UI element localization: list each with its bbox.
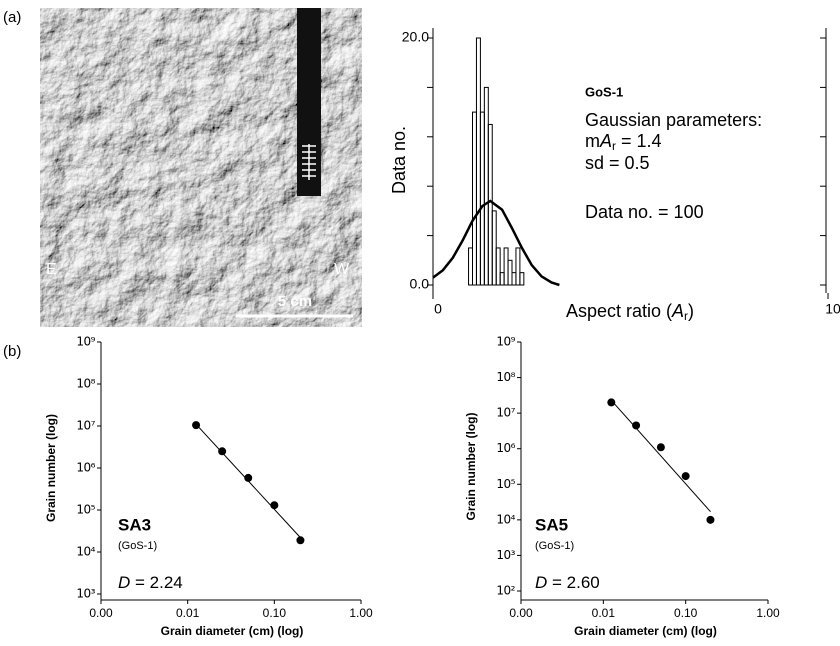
y-tick-label: 20.0 (402, 29, 429, 45)
data-point (296, 536, 305, 545)
histogram-bar (495, 247, 501, 286)
histogram-bar (503, 247, 509, 286)
annotation-part: r (612, 139, 616, 153)
data-point (218, 447, 227, 456)
y-tick-label: 10⁸ (76, 377, 95, 391)
panel-label: (b) (3, 343, 21, 360)
annotation: Data no. = 100 (585, 202, 704, 222)
scale-bar-label: 5 cm (278, 293, 312, 310)
x-axis-label: Grain diameter (cm) (log) (161, 624, 304, 638)
fit-line (610, 399, 711, 513)
x-axis-label: Aspect ratio (Ar) (566, 301, 694, 323)
fractal-dimension: D = 2.60 (535, 573, 600, 592)
histogram-bar (519, 272, 525, 286)
y-tick-label: 10⁷ (496, 406, 515, 420)
histogram-bar (487, 123, 493, 286)
y-tick-label: 10⁸ (496, 370, 515, 384)
y-tick-label: 10⁵ (496, 477, 515, 491)
y-tick-label: 10² (496, 584, 515, 598)
x-tick-label: 0 (434, 301, 442, 317)
photo: E W 5 cm (40, 8, 362, 327)
x-tick-label: 0.00 (509, 606, 533, 620)
fractal-dimension-part: = 2.24 (130, 573, 182, 592)
y-tick-label: 10³ (76, 587, 95, 601)
histogram-bar (515, 247, 521, 286)
histogram-bar (511, 272, 517, 286)
x-axis-label-part: ) (688, 301, 694, 321)
x-tick-label: 1.00 (756, 606, 780, 620)
x-tick-label: 10 (825, 301, 840, 317)
y-tick-label: 10⁵ (76, 503, 95, 517)
histogram-bar (491, 210, 497, 286)
fractal-dimension: D = 2.24 (118, 573, 183, 592)
x-tick-label: 0.01 (592, 606, 616, 620)
x-tick-label: 0.01 (176, 606, 200, 620)
data-point (244, 473, 253, 482)
annotation-part: A (599, 131, 612, 151)
y-axis-label: Grain number (log) (464, 412, 478, 520)
sample-label: GoS-1 (585, 84, 623, 99)
data-point (706, 515, 715, 524)
data-point (607, 398, 616, 407)
fractal-dimension-part: = 2.60 (547, 573, 599, 592)
sample-title: SA3 (118, 515, 151, 534)
histogram-bar (468, 247, 473, 286)
annotation-part: m (585, 131, 600, 151)
y-tick-label: 10⁹ (76, 335, 95, 349)
fractal-dimension-part: D (118, 573, 130, 592)
x-tick-label: 0.10 (263, 606, 287, 620)
x-axis-label: Grain diameter (cm) (log) (574, 624, 717, 638)
photo-label: W (334, 261, 350, 278)
x-tick-label: 0.10 (674, 606, 698, 620)
data-point (192, 421, 201, 430)
data-point (656, 443, 665, 452)
histogram-bar (507, 259, 513, 286)
histogram-bar (475, 37, 481, 286)
data-point (270, 501, 279, 510)
x-axis-label-part: Aspect ratio ( (566, 301, 672, 321)
y-tick-label: 10⁶ (76, 461, 95, 475)
sample-subtitle: (GoS-1) (535, 540, 574, 552)
histogram-bar (472, 111, 477, 286)
sample-title: SA5 (535, 515, 568, 534)
histogram-bar (483, 86, 489, 286)
fractal-dimension-part: D (535, 573, 547, 592)
ruler-marks (302, 144, 316, 180)
y-tick-label: 10⁴ (496, 512, 515, 526)
annotation: mAr = 1.4 (585, 131, 662, 153)
y-tick-label: 10⁷ (76, 419, 95, 433)
annotation: sd = 0.5 (585, 153, 650, 173)
gaussian-curve (432, 199, 560, 287)
panel-label: (a) (3, 9, 21, 26)
y-tick-label: 10⁶ (496, 441, 515, 455)
y-axis-label: Data no. (389, 126, 409, 194)
x-axis-label-part: A (671, 301, 684, 321)
y-tick-label: 0.0 (410, 276, 430, 292)
sample-subtitle: (GoS-1) (118, 540, 157, 552)
annotation: Gaussian parameters: (585, 110, 762, 130)
y-axis-label: Grain number (log) (44, 414, 58, 522)
annotation-part: = 1.4 (616, 131, 662, 151)
x-tick-label: 1.00 (349, 606, 373, 620)
y-tick-label: 10³ (496, 548, 515, 562)
y-tick-label: 10⁹ (496, 335, 515, 349)
x-axis-label-part: r (684, 309, 688, 323)
data-point (632, 421, 641, 430)
data-point (681, 472, 690, 481)
histogram-bar (499, 272, 505, 286)
y-tick-label: 10⁴ (76, 545, 95, 559)
photo-label: E (46, 261, 57, 278)
x-tick-label: 0.00 (89, 606, 113, 620)
histogram-bar (479, 111, 485, 286)
